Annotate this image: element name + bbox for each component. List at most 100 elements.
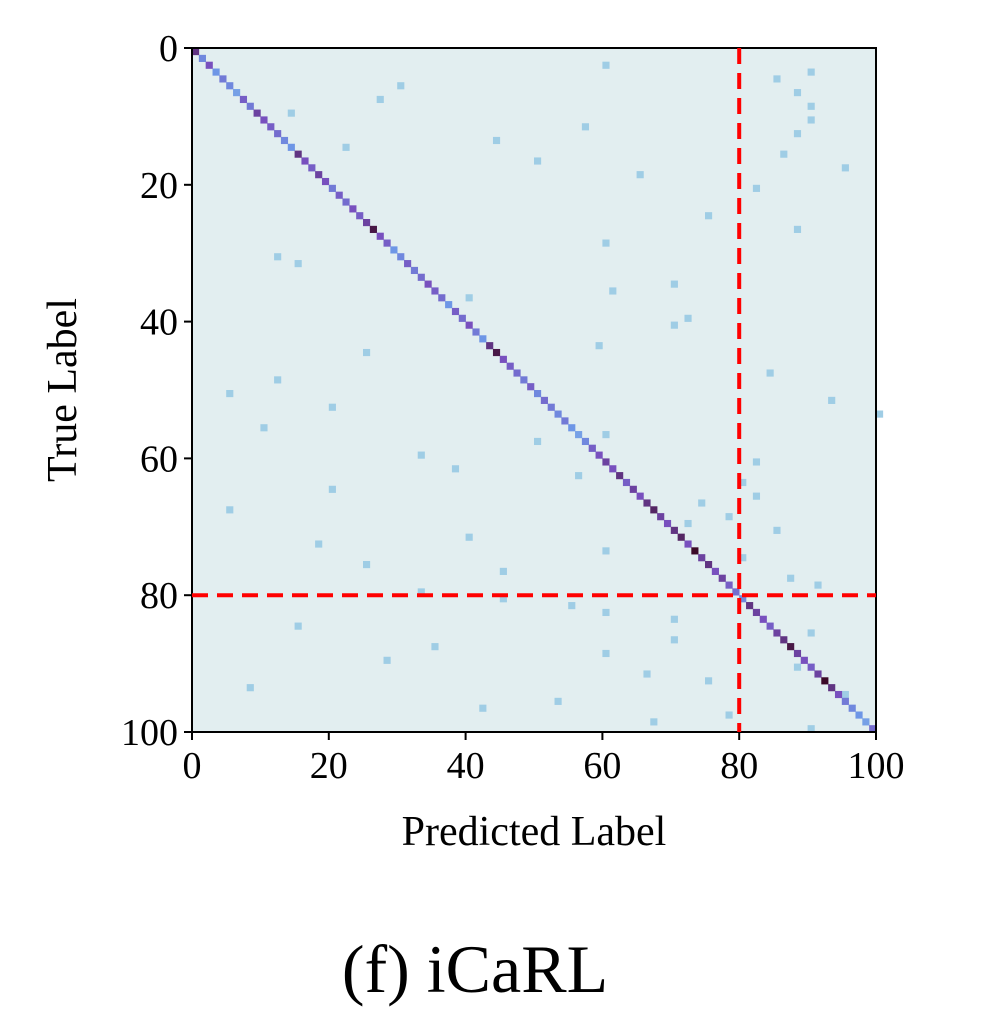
heatmap-cell xyxy=(499,595,507,603)
heatmap-cell xyxy=(342,143,350,151)
heatmap-cell xyxy=(260,424,268,432)
heatmap-cell xyxy=(643,670,651,678)
diagonal-cell xyxy=(793,649,802,658)
heatmap-cell xyxy=(568,602,576,610)
diagonal-cell xyxy=(773,629,781,637)
diagonal-cell xyxy=(479,335,487,343)
heatmap-cell xyxy=(725,711,733,719)
heatmap-cell xyxy=(554,697,562,705)
heatmap-cell xyxy=(787,574,795,582)
diagonal-cell xyxy=(472,328,480,336)
diagonal-cell xyxy=(691,547,699,555)
heatmap-cell xyxy=(294,260,302,268)
heatmap-cell xyxy=(841,164,849,172)
heatmap-cell xyxy=(876,410,884,418)
heatmap-cell xyxy=(773,75,781,83)
diagonal-cell xyxy=(280,136,289,145)
diagonal-cell xyxy=(458,314,466,322)
diagonal-cell xyxy=(814,670,822,678)
diagonal-cell xyxy=(246,102,254,110)
heatmap-cell xyxy=(451,465,460,473)
heatmap-cell xyxy=(807,116,815,124)
diagonal-cell xyxy=(787,643,795,651)
diagonal-cell xyxy=(506,362,514,370)
heatmap-cell xyxy=(274,253,282,261)
heatmap-cell xyxy=(807,68,815,76)
y-tick-label: 80 xyxy=(140,575,178,617)
diagonal-cell xyxy=(855,711,863,719)
diagonal-cell xyxy=(486,342,494,350)
heatmap-cell xyxy=(479,704,487,712)
heatmap-cell xyxy=(636,171,644,179)
figure-caption: (f) iCaRL xyxy=(342,931,608,1007)
diagonal-cell xyxy=(328,184,336,192)
heatmap-cell xyxy=(246,684,254,692)
heatmap-cell xyxy=(793,130,802,138)
x-tick-label: 100 xyxy=(848,745,905,787)
heatmap-cell xyxy=(376,95,384,104)
diagonal-cell xyxy=(759,615,767,623)
heatmap-cell xyxy=(534,437,542,446)
heatmap-cell xyxy=(807,102,815,110)
diagonal-cell xyxy=(239,95,248,104)
heatmap-cell xyxy=(431,643,439,651)
heatmap-cell xyxy=(739,554,747,562)
diagonal-cell xyxy=(431,287,439,295)
diagonal-cell xyxy=(657,513,665,521)
diagonal-cell xyxy=(718,574,726,582)
diagonal-cell xyxy=(848,704,856,712)
y-tick-label: 100 xyxy=(121,712,178,754)
diagonal-cell xyxy=(636,492,644,500)
heatmap-cell xyxy=(602,61,610,69)
heatmap-cells xyxy=(192,48,884,733)
diagonal-cell xyxy=(841,697,849,705)
diagonal-cell xyxy=(219,75,227,83)
heatmap-cell xyxy=(492,136,501,145)
diagonal-cell xyxy=(520,376,528,384)
diagonal-cell xyxy=(581,437,590,446)
diagonal-cell xyxy=(376,232,384,240)
heatmap-cell xyxy=(773,526,781,534)
diagonal-cell xyxy=(684,540,692,548)
diagonal-cell xyxy=(698,554,706,562)
heatmap-cell xyxy=(417,451,425,459)
heatmap-cell xyxy=(739,478,747,487)
diagonal-cell xyxy=(260,116,268,124)
heatmap-cell xyxy=(705,212,713,220)
diagonal-cell xyxy=(267,123,275,131)
diagonal-cell xyxy=(869,725,877,733)
diagonal-cell xyxy=(629,485,637,493)
heatmap-cell xyxy=(581,123,590,131)
diagonal-cell xyxy=(780,636,788,644)
heatmap-cell xyxy=(328,403,336,411)
diagonal-cell xyxy=(349,205,357,213)
diagonal-cell xyxy=(807,663,815,671)
diagonal-cell xyxy=(212,68,220,76)
diagonal-cell xyxy=(527,383,535,391)
diagonal-cell xyxy=(445,301,453,309)
diagonal-cell xyxy=(294,150,302,158)
heatmap-cell xyxy=(766,369,774,377)
heatmap-cell xyxy=(417,588,425,596)
plot-frame xyxy=(191,47,877,733)
x-tick-label: 40 xyxy=(447,745,485,787)
heatmap-cell xyxy=(752,492,761,500)
diagonal-cell xyxy=(226,82,234,90)
diagonal-cell xyxy=(616,472,624,480)
diagonal-cell xyxy=(342,198,350,206)
diagonal-cell xyxy=(711,567,719,575)
diagonal-cell xyxy=(595,451,603,459)
diagonal-cell xyxy=(287,143,295,151)
diagonal-cell xyxy=(315,171,323,179)
diagonal-cell xyxy=(609,465,617,473)
diagonal-cell xyxy=(650,506,658,514)
x-tick-label: 80 xyxy=(720,745,758,787)
diagonal-cell xyxy=(424,280,432,288)
diagonal-cell xyxy=(554,410,562,418)
heatmap-cell xyxy=(807,629,815,637)
diagonal-cell xyxy=(588,444,596,452)
heatmap-cell xyxy=(814,581,822,589)
heatmap-cell xyxy=(226,390,234,398)
diagonal-cell xyxy=(670,526,678,534)
